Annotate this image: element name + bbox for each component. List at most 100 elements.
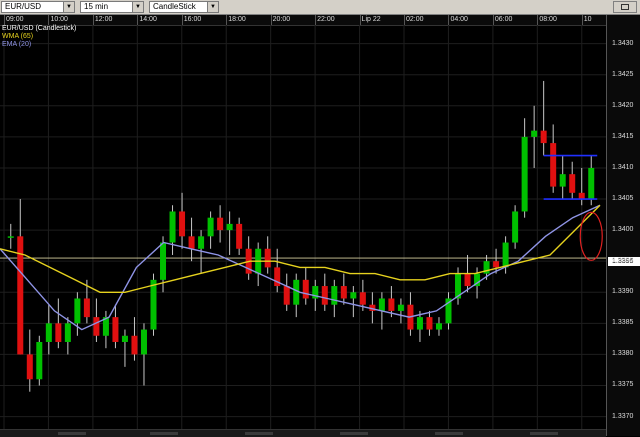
candle-body	[150, 279, 157, 330]
price-axis: 1.3395 1.3430 1.3425 1.3420 1.3415 1.3410 1.3…	[606, 15, 640, 436]
candle-body	[55, 323, 62, 342]
price-label: 1.3385	[612, 319, 634, 327]
candle-body	[188, 236, 195, 249]
candle-body	[112, 317, 119, 342]
time-tick	[48, 15, 50, 25]
candle-body	[359, 292, 366, 305]
time-tick	[137, 15, 139, 25]
price-plot-area[interactable]	[0, 25, 606, 429]
candle-body	[179, 211, 186, 237]
candle-body	[102, 317, 109, 336]
time-label: 08:00	[539, 16, 557, 23]
time-label: 20:00	[272, 16, 291, 23]
time-tick	[226, 15, 228, 25]
chevron-down-icon[interactable]: ▼	[207, 2, 218, 12]
candle-body	[340, 286, 347, 299]
candle-body	[521, 136, 528, 212]
time-tick	[448, 15, 450, 25]
candle-body	[588, 167, 595, 200]
candle-body	[540, 130, 547, 144]
chart-scrollbar[interactable]	[0, 429, 606, 437]
maximize-icon	[621, 4, 629, 10]
price-label: 1.3380	[612, 350, 634, 358]
candle-body	[226, 223, 233, 231]
candle-body	[26, 354, 33, 380]
symbol-select-value: EUR/USD	[5, 2, 42, 11]
candle-body	[131, 335, 138, 355]
interval-select-value: 15 min	[84, 2, 109, 11]
time-tick	[404, 15, 405, 25]
candle-body	[550, 143, 557, 187]
price-label: 1.3375	[612, 381, 634, 389]
price-label: 1.3370	[612, 412, 634, 420]
candle-body	[331, 286, 338, 305]
time-label: 09:00	[6, 16, 24, 23]
candle-body	[531, 130, 538, 137]
candle-body	[569, 174, 576, 193]
candle-body	[502, 242, 509, 268]
price-label: 1.3410	[612, 163, 634, 171]
candle-body	[17, 236, 24, 355]
chart-type-select[interactable]: CandleStick ▼	[149, 1, 219, 13]
candle-body	[160, 242, 167, 280]
candle-body	[74, 298, 81, 324]
legend-entry-price: EUR/USD (Candlestick)	[2, 25, 77, 32]
candle-body	[64, 323, 71, 342]
wma-line	[0, 204, 601, 293]
chevron-down-icon[interactable]: ▼	[63, 2, 74, 12]
time-tick	[4, 15, 5, 25]
candle-body	[83, 298, 90, 318]
candle-body	[207, 217, 214, 237]
price-label: 1.3400	[612, 226, 634, 234]
time-label: 06:00	[494, 16, 513, 23]
time-tick	[315, 15, 317, 25]
time-label: 18:00	[228, 16, 246, 23]
price-label: 1.3420	[612, 101, 634, 109]
scroll-tick	[58, 432, 86, 435]
price-label: 1.3405	[612, 195, 634, 203]
time-axis: 09:00 10:00 12:00 14:00 16:00 18:00 20:00 22:00…	[0, 15, 606, 26]
price-label: 1.3430	[612, 39, 634, 47]
candle-body	[45, 323, 52, 342]
symbol-select[interactable]: EUR/USD ▼	[1, 1, 75, 13]
candle-body	[302, 279, 309, 299]
time-tick	[537, 15, 539, 25]
time-tick	[181, 15, 183, 25]
price-label: 1.3395	[612, 257, 634, 265]
candle-body	[397, 304, 404, 311]
chart-legend: EUR/USD (Candlestick) WMA (65) EMA (20)	[2, 25, 76, 49]
window-maximize-button[interactable]	[613, 1, 637, 13]
scroll-tick	[530, 432, 558, 435]
candle-body	[7, 236, 14, 238]
candle-body	[426, 317, 433, 330]
time-label: 10	[583, 16, 592, 23]
candle-body	[169, 211, 176, 243]
ema-line	[0, 204, 601, 331]
time-label: 12:00	[94, 16, 113, 23]
current-price-tag: 1.3395	[608, 256, 640, 266]
price-label: 1.3415	[612, 132, 634, 140]
candle-body	[36, 341, 43, 380]
scroll-tick	[340, 432, 368, 435]
candle-body	[378, 298, 385, 311]
time-label: 02:00	[406, 16, 424, 23]
chevron-down-icon[interactable]: ▼	[132, 2, 143, 12]
chart-type-select-value: CandleStick	[153, 2, 196, 11]
candle-body	[388, 298, 395, 311]
scroll-tick	[245, 432, 273, 435]
candle-body	[321, 286, 328, 305]
candle-body	[578, 192, 585, 200]
time-label: 22:00	[317, 16, 335, 23]
legend-entry-ema: EMA (20)	[2, 41, 32, 48]
candle-body	[274, 267, 281, 287]
time-tick	[581, 15, 583, 25]
time-tick	[492, 15, 494, 25]
candle-body	[455, 273, 462, 299]
interval-select[interactable]: 15 min ▼	[80, 1, 144, 13]
price-label: 1.3425	[612, 70, 634, 78]
candle-body	[483, 261, 490, 274]
candle-body	[312, 286, 319, 299]
candle-body	[350, 292, 357, 299]
time-label: 10:00	[50, 16, 68, 23]
